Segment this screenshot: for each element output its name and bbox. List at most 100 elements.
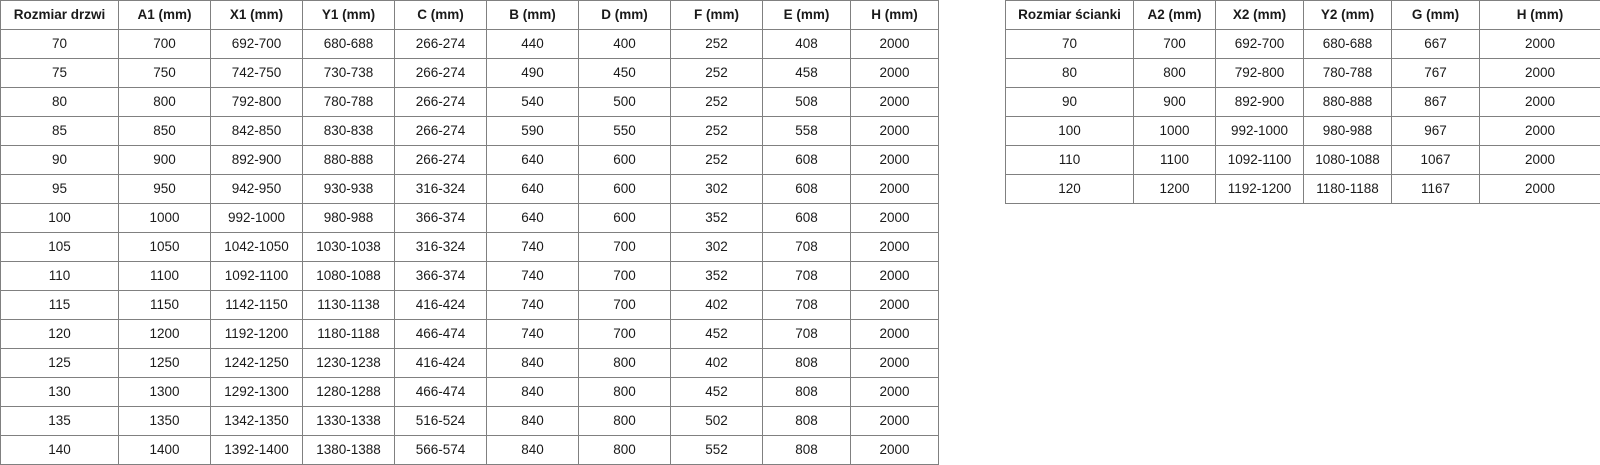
cell-f: 402 bbox=[671, 349, 763, 378]
wall-table-body: 70 700 692-700 680-688 667 2000 80 800 7… bbox=[1006, 30, 1600, 204]
cell-d: 800 bbox=[579, 436, 671, 465]
cell-h: 2000 bbox=[1480, 59, 1600, 88]
cell-a1: 800 bbox=[119, 88, 211, 117]
cell-b: 640 bbox=[487, 204, 579, 233]
cell-c: 316-324 bbox=[395, 233, 487, 262]
cell-c: 516-524 bbox=[395, 407, 487, 436]
cell-a2: 900 bbox=[1134, 88, 1216, 117]
cell-b: 740 bbox=[487, 233, 579, 262]
cell-h: 2000 bbox=[851, 320, 939, 349]
cell-f: 302 bbox=[671, 233, 763, 262]
cell-x1: 1192-1200 bbox=[211, 320, 303, 349]
cell-g: 1067 bbox=[1392, 146, 1480, 175]
cell-d: 700 bbox=[579, 320, 671, 349]
cell-y1: 1280-1288 bbox=[303, 378, 395, 407]
table-row: 75 750 742-750 730-738 266-274 490 450 2… bbox=[1, 59, 939, 88]
cell-b: 840 bbox=[487, 436, 579, 465]
cell-a2: 700 bbox=[1134, 30, 1216, 59]
cell-e: 608 bbox=[763, 146, 851, 175]
table-row: 85 850 842-850 830-838 266-274 590 550 2… bbox=[1, 117, 939, 146]
cell-rozmiar-drzwi: 125 bbox=[1, 349, 119, 378]
cell-b: 740 bbox=[487, 262, 579, 291]
table-header-row: Rozmiar drzwi A1 (mm) X1 (mm) Y1 (mm) C … bbox=[1, 1, 939, 30]
column-header-d: D (mm) bbox=[579, 1, 671, 30]
cell-rozmiar-drzwi: 100 bbox=[1, 204, 119, 233]
cell-x1: 942-950 bbox=[211, 175, 303, 204]
cell-a2: 1200 bbox=[1134, 175, 1216, 204]
cell-x1: 692-700 bbox=[211, 30, 303, 59]
wall-panel-size-table: Rozmiar ścianki A2 (mm) X2 (mm) Y2 (mm) … bbox=[1005, 0, 1600, 204]
cell-h: 2000 bbox=[851, 175, 939, 204]
table-row: 120 1200 1192-1200 1180-1188 466-474 740… bbox=[1, 320, 939, 349]
cell-e: 808 bbox=[763, 407, 851, 436]
cell-y1: 730-738 bbox=[303, 59, 395, 88]
cell-a1: 1300 bbox=[119, 378, 211, 407]
cell-y1: 680-688 bbox=[303, 30, 395, 59]
cell-c: 266-274 bbox=[395, 146, 487, 175]
cell-a1: 1250 bbox=[119, 349, 211, 378]
cell-x1: 742-750 bbox=[211, 59, 303, 88]
cell-g: 767 bbox=[1392, 59, 1480, 88]
wall-table-header: Rozmiar ścianki A2 (mm) X2 (mm) Y2 (mm) … bbox=[1006, 1, 1600, 30]
cell-a1: 1350 bbox=[119, 407, 211, 436]
cell-f: 252 bbox=[671, 59, 763, 88]
cell-d: 550 bbox=[579, 117, 671, 146]
door-table-header: Rozmiar drzwi A1 (mm) X1 (mm) Y1 (mm) C … bbox=[1, 1, 939, 30]
cell-e: 458 bbox=[763, 59, 851, 88]
column-header-y2: Y2 (mm) bbox=[1304, 1, 1392, 30]
cell-c: 316-324 bbox=[395, 175, 487, 204]
cell-f: 452 bbox=[671, 378, 763, 407]
cell-x1: 1042-1050 bbox=[211, 233, 303, 262]
cell-a1: 850 bbox=[119, 117, 211, 146]
cell-g: 867 bbox=[1392, 88, 1480, 117]
door-size-table: Rozmiar drzwi A1 (mm) X1 (mm) Y1 (mm) C … bbox=[0, 0, 939, 465]
cell-h: 2000 bbox=[851, 233, 939, 262]
cell-e: 708 bbox=[763, 320, 851, 349]
cell-a1: 1150 bbox=[119, 291, 211, 320]
cell-c: 466-474 bbox=[395, 378, 487, 407]
table-row: 90 900 892-900 880-888 867 2000 bbox=[1006, 88, 1600, 117]
cell-e: 808 bbox=[763, 436, 851, 465]
cell-c: 416-424 bbox=[395, 349, 487, 378]
cell-rozmiar-scianki: 80 bbox=[1006, 59, 1134, 88]
cell-y1: 1080-1088 bbox=[303, 262, 395, 291]
column-header-b: B (mm) bbox=[487, 1, 579, 30]
cell-h: 2000 bbox=[1480, 175, 1600, 204]
cell-e: 708 bbox=[763, 262, 851, 291]
cell-d: 700 bbox=[579, 262, 671, 291]
cell-y2: 1080-1088 bbox=[1304, 146, 1392, 175]
cell-f: 252 bbox=[671, 30, 763, 59]
cell-d: 600 bbox=[579, 175, 671, 204]
cell-a1: 1100 bbox=[119, 262, 211, 291]
cell-b: 740 bbox=[487, 320, 579, 349]
table-row: 80 800 792-800 780-788 767 2000 bbox=[1006, 59, 1600, 88]
cell-y1: 1180-1188 bbox=[303, 320, 395, 349]
column-header-x2: X2 (mm) bbox=[1216, 1, 1304, 30]
table-header-row: Rozmiar ścianki A2 (mm) X2 (mm) Y2 (mm) … bbox=[1006, 1, 1600, 30]
column-header-e: E (mm) bbox=[763, 1, 851, 30]
table-row: 100 1000 992-1000 980-988 967 2000 bbox=[1006, 117, 1600, 146]
cell-e: 708 bbox=[763, 291, 851, 320]
table-row: 110 1100 1092-1100 1080-1088 1067 2000 bbox=[1006, 146, 1600, 175]
cell-y1: 1130-1138 bbox=[303, 291, 395, 320]
cell-c: 366-374 bbox=[395, 262, 487, 291]
cell-y1: 1380-1388 bbox=[303, 436, 395, 465]
cell-x2: 792-800 bbox=[1216, 59, 1304, 88]
cell-d: 700 bbox=[579, 291, 671, 320]
cell-y1: 1030-1038 bbox=[303, 233, 395, 262]
cell-rozmiar-drzwi: 75 bbox=[1, 59, 119, 88]
cell-h: 2000 bbox=[851, 407, 939, 436]
cell-a1: 900 bbox=[119, 146, 211, 175]
cell-y1: 1330-1338 bbox=[303, 407, 395, 436]
column-header-g: G (mm) bbox=[1392, 1, 1480, 30]
table-row: 125 1250 1242-1250 1230-1238 416-424 840… bbox=[1, 349, 939, 378]
cell-b: 840 bbox=[487, 378, 579, 407]
cell-x1: 1292-1300 bbox=[211, 378, 303, 407]
cell-y1: 880-888 bbox=[303, 146, 395, 175]
cell-g: 967 bbox=[1392, 117, 1480, 146]
cell-d: 700 bbox=[579, 233, 671, 262]
cell-c: 466-474 bbox=[395, 320, 487, 349]
cell-a1: 1400 bbox=[119, 436, 211, 465]
cell-y2: 1180-1188 bbox=[1304, 175, 1392, 204]
